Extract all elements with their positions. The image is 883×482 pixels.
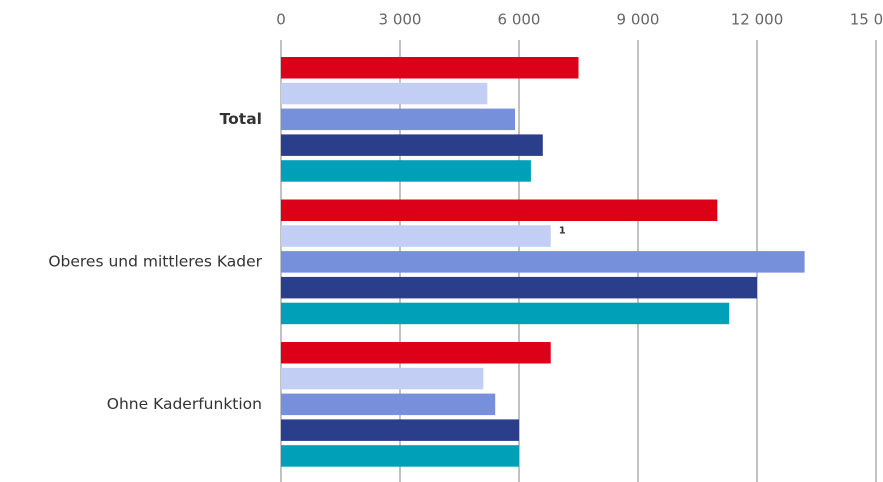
x-tick-label: 12 000 — [731, 11, 784, 29]
bar — [281, 276, 757, 299]
x-tick-label: 9 000 — [617, 11, 660, 29]
category-label: Ohne Kaderfunktion — [107, 395, 262, 413]
bar — [281, 199, 718, 221]
bar — [281, 367, 484, 390]
bar — [281, 445, 519, 467]
bar — [281, 419, 519, 441]
bar — [281, 251, 805, 273]
category-label: Total — [220, 110, 262, 128]
x-tick-label: 3 000 — [379, 11, 422, 29]
bar — [281, 160, 531, 182]
bar — [281, 342, 551, 364]
bar — [281, 393, 496, 416]
bar — [281, 225, 551, 247]
bar — [281, 302, 730, 325]
bar — [281, 134, 543, 156]
x-tick-label: 15 000 — [850, 11, 883, 29]
bar — [281, 57, 579, 79]
x-tick-label: 6 000 — [498, 11, 541, 29]
x-tick-label: 0 — [276, 11, 286, 29]
bar — [281, 108, 516, 131]
bar-note: 1 — [559, 225, 566, 236]
bar — [281, 82, 488, 105]
category-label: Oberes und mittleres Kader — [48, 252, 262, 270]
